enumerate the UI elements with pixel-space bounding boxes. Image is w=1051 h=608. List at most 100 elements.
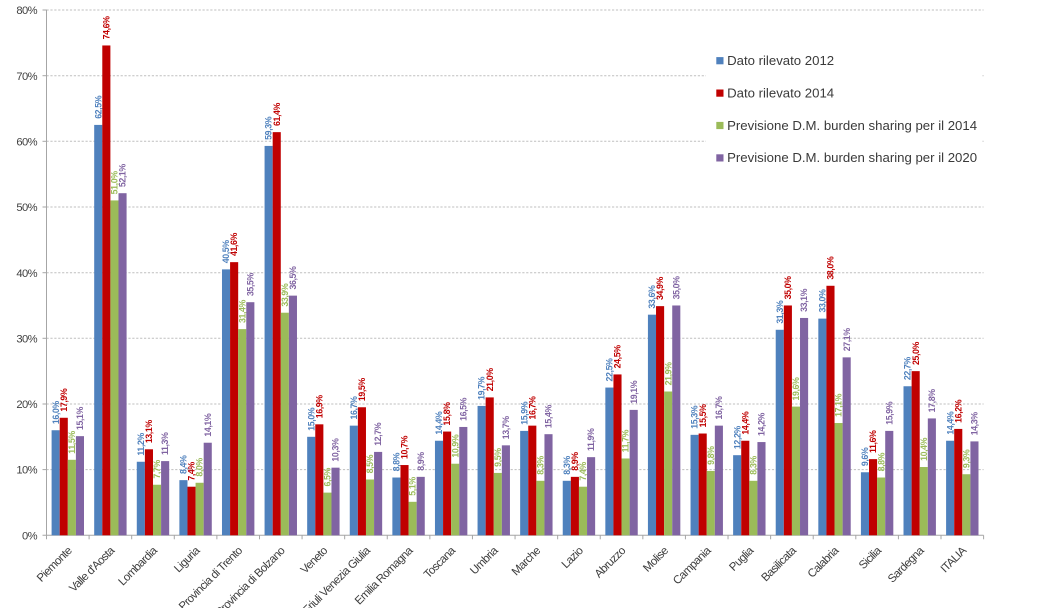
svg-text:61,4%: 61,4% <box>272 103 282 127</box>
svg-text:16,7%: 16,7% <box>527 396 537 420</box>
svg-text:20%: 20% <box>16 399 37 411</box>
svg-text:36,5%: 36,5% <box>288 266 298 290</box>
svg-text:35,5%: 35,5% <box>245 273 255 297</box>
svg-text:15,3%: 15,3% <box>690 405 700 429</box>
svg-text:9,3%: 9,3% <box>961 449 971 468</box>
svg-text:10,9%: 10,9% <box>450 434 460 458</box>
svg-text:16,7%: 16,7% <box>714 396 724 420</box>
svg-text:8,8%: 8,8% <box>392 452 402 471</box>
svg-text:16,2%: 16,2% <box>953 399 963 423</box>
svg-text:40%: 40% <box>16 268 37 280</box>
svg-text:15,9%: 15,9% <box>884 401 894 425</box>
svg-text:Previsione D.M. burden sharing: Previsione D.M. burden sharing per il 20… <box>727 118 977 133</box>
svg-text:8,3%: 8,3% <box>562 456 572 475</box>
svg-text:14,1%: 14,1% <box>203 413 213 437</box>
svg-text:19,1%: 19,1% <box>629 380 639 404</box>
svg-text:9,6%: 9,6% <box>860 447 870 466</box>
svg-text:14,2%: 14,2% <box>757 412 767 436</box>
svg-text:19,7%: 19,7% <box>477 376 487 400</box>
svg-text:8,0%: 8,0% <box>195 458 205 477</box>
svg-text:8,5%: 8,5% <box>365 454 375 473</box>
svg-text:14,4%: 14,4% <box>434 411 444 435</box>
svg-text:13,7%: 13,7% <box>501 416 511 440</box>
svg-text:51,0%: 51,0% <box>110 171 120 195</box>
svg-text:5,1%: 5,1% <box>408 477 418 496</box>
svg-text:19,5%: 19,5% <box>357 378 367 402</box>
svg-text:10,4%: 10,4% <box>919 437 929 461</box>
svg-text:11,2%: 11,2% <box>136 433 146 456</box>
svg-text:19,6%: 19,6% <box>791 377 801 401</box>
svg-text:14,4%: 14,4% <box>740 411 750 435</box>
svg-text:13,1%: 13,1% <box>144 420 154 444</box>
svg-text:52,1%: 52,1% <box>118 164 128 188</box>
svg-text:8,3%: 8,3% <box>748 456 758 475</box>
svg-text:11,6%: 11,6% <box>868 430 878 453</box>
svg-text:17,9%: 17,9% <box>59 388 69 412</box>
svg-text:16,7%: 16,7% <box>349 396 359 420</box>
svg-text:8,9%: 8,9% <box>570 452 580 471</box>
svg-text:11,5%: 11,5% <box>67 431 77 454</box>
svg-text:Previsione D.M. burden sharing: Previsione D.M. burden sharing per il 20… <box>727 150 977 165</box>
svg-text:31,4%: 31,4% <box>237 299 247 323</box>
svg-text:22,5%: 22,5% <box>604 358 614 382</box>
svg-text:33,1%: 33,1% <box>799 288 809 312</box>
svg-text:33,0%: 33,0% <box>817 289 827 313</box>
svg-text:38,0%: 38,0% <box>826 256 836 280</box>
svg-text:10%: 10% <box>16 465 37 477</box>
svg-text:59,3%: 59,3% <box>264 116 274 140</box>
svg-text:8,4%: 8,4% <box>179 455 189 474</box>
svg-text:8,3%: 8,3% <box>536 456 546 475</box>
svg-text:14,3%: 14,3% <box>970 412 980 436</box>
svg-text:33,9%: 33,9% <box>280 283 290 307</box>
svg-text:7,4%: 7,4% <box>578 462 588 481</box>
svg-text:12,7%: 12,7% <box>373 422 383 446</box>
svg-text:8,8%: 8,8% <box>876 452 886 471</box>
svg-text:62,5%: 62,5% <box>93 95 103 119</box>
svg-text:7,7%: 7,7% <box>152 460 162 479</box>
svg-text:11,3%: 11,3% <box>160 432 170 455</box>
svg-text:31,3%: 31,3% <box>775 300 785 324</box>
svg-text:10,7%: 10,7% <box>400 435 410 459</box>
svg-text:80%: 80% <box>16 5 37 17</box>
svg-text:12,2%: 12,2% <box>732 426 742 450</box>
svg-text:30%: 30% <box>16 333 37 345</box>
svg-text:9,5%: 9,5% <box>493 448 503 467</box>
svg-text:11,7%: 11,7% <box>621 429 631 452</box>
svg-text:22,7%: 22,7% <box>903 357 913 381</box>
svg-text:16,5%: 16,5% <box>458 397 468 421</box>
svg-text:16,9%: 16,9% <box>314 395 324 419</box>
svg-text:10,3%: 10,3% <box>331 438 341 462</box>
svg-text:35,0%: 35,0% <box>783 276 793 300</box>
svg-text:Dato rilevato 2012: Dato rilevato 2012 <box>727 53 834 68</box>
svg-text:15,1%: 15,1% <box>75 407 85 431</box>
svg-text:27,1%: 27,1% <box>842 328 852 352</box>
svg-text:6,5%: 6,5% <box>323 467 333 486</box>
svg-text:15,0%: 15,0% <box>306 407 316 431</box>
svg-text:21,9%: 21,9% <box>663 362 673 386</box>
svg-text:17,1%: 17,1% <box>834 393 844 417</box>
svg-text:24,5%: 24,5% <box>613 345 623 369</box>
svg-text:50%: 50% <box>16 202 37 214</box>
svg-text:8,9%: 8,9% <box>416 452 426 471</box>
svg-text:15,5%: 15,5% <box>698 404 708 428</box>
svg-text:60%: 60% <box>16 136 37 148</box>
svg-text:7,4%: 7,4% <box>187 462 197 481</box>
svg-text:17,8%: 17,8% <box>927 389 937 413</box>
svg-text:14,4%: 14,4% <box>945 411 955 435</box>
svg-text:Dato rilevato 2014: Dato rilevato 2014 <box>727 85 834 100</box>
svg-text:16,0%: 16,0% <box>51 401 61 425</box>
svg-text:41,6%: 41,6% <box>229 233 239 257</box>
svg-text:35,0%: 35,0% <box>671 276 681 300</box>
svg-text:15,8%: 15,8% <box>442 402 452 426</box>
svg-text:9,8%: 9,8% <box>706 446 716 465</box>
svg-text:15,9%: 15,9% <box>519 401 529 425</box>
svg-text:11,9%: 11,9% <box>586 428 596 451</box>
svg-text:21,0%: 21,0% <box>485 368 495 392</box>
svg-text:25,0%: 25,0% <box>911 342 921 366</box>
svg-text:70%: 70% <box>16 71 37 83</box>
svg-text:34,9%: 34,9% <box>655 277 665 301</box>
svg-text:40,5%: 40,5% <box>221 240 231 264</box>
svg-text:74,6%: 74,6% <box>101 16 111 40</box>
svg-text:15,4%: 15,4% <box>544 405 554 429</box>
svg-text:33,6%: 33,6% <box>647 285 657 309</box>
